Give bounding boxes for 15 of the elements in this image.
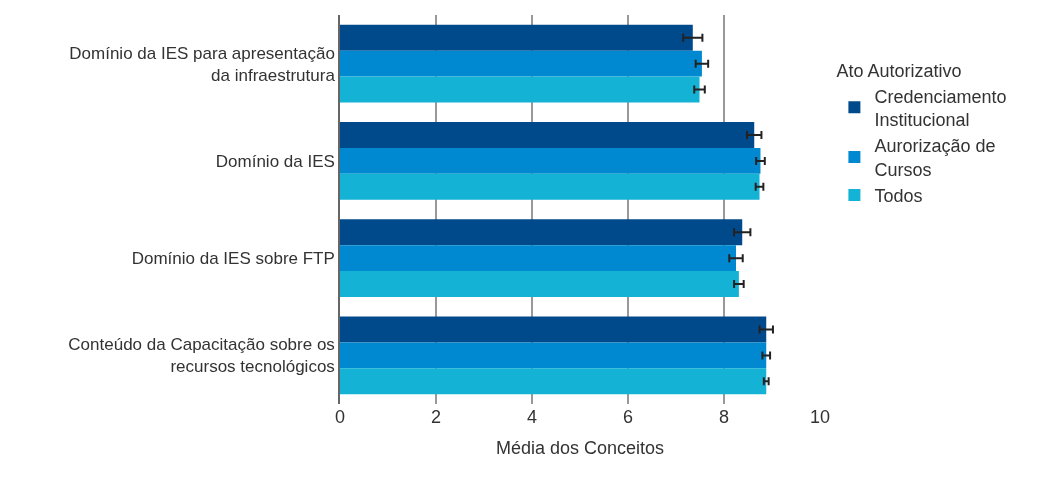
legend-label: Credenciamento Institucional (874, 86, 1007, 130)
x-tick-label: 0 (334, 407, 346, 427)
x-tick-label: 2 (430, 407, 442, 427)
x-axis-title: Média dos Conceitos (495, 438, 665, 459)
x-tick-label: 4 (526, 407, 538, 427)
legend-label: Aurorização de Cursos (874, 136, 996, 180)
x-tick-label: 8 (718, 407, 730, 427)
y-tick-label: Domínio da IES para apresentação da infraestrutura (69, 43, 336, 85)
legend-label: Todos (874, 186, 923, 207)
y-tick-label: Domínio da IES sobre FTP (131, 249, 335, 269)
x-tick-label: 10 (809, 407, 831, 427)
x-tick-label: 6 (622, 407, 634, 427)
legend-title: Ato Autorizativo (836, 61, 962, 82)
y-tick-label: Conteúdo da Capacitação sobre os recursos tecnológicos (68, 335, 335, 377)
y-tick-label: Domínio da IES (215, 151, 335, 171)
